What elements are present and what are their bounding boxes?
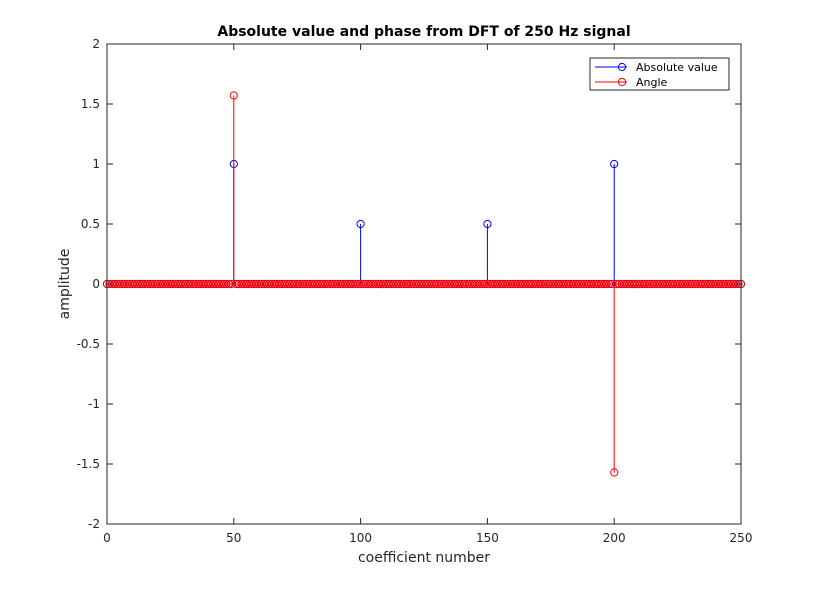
- y-tick-label: -1.5: [77, 457, 100, 471]
- y-tick-label: -0.5: [77, 337, 100, 351]
- x-tick-label: 250: [730, 531, 753, 545]
- y-tick-label: 1.5: [81, 97, 100, 111]
- x-tick-label: 0: [103, 531, 111, 545]
- legend-label-absolute: Absolute value: [636, 61, 718, 74]
- legend-marker-angle: [617, 77, 627, 87]
- stem-marker: [610, 159, 619, 169]
- y-tick-label: 0: [92, 277, 100, 291]
- x-tick-label: 200: [603, 531, 626, 545]
- chart-title: Absolute value and phase from DFT of 250…: [217, 24, 630, 40]
- y-tick-label: -2: [88, 517, 100, 531]
- y-tick-label: 0.5: [81, 217, 100, 231]
- y-axis-label: amplitude: [57, 249, 73, 320]
- x-tick-label: 50: [226, 531, 241, 545]
- stem-marker: [483, 219, 492, 229]
- stem-marker: [356, 219, 365, 229]
- legend-box: [589, 57, 730, 91]
- legend: Absolute value Angle: [589, 57, 730, 91]
- stem-marker: [229, 91, 238, 100]
- x-axis-label: coefficient number: [358, 550, 490, 566]
- y-tick-label: -1: [88, 397, 100, 411]
- y-tick-label: 2: [92, 37, 100, 51]
- y-tick-label: 1: [92, 157, 100, 171]
- x-tick-label: 100: [349, 531, 372, 545]
- series-angle: [102, 91, 746, 477]
- legend-label-angle: Angle: [636, 76, 668, 89]
- stem-marker: [610, 468, 619, 477]
- marks-layer: [102, 91, 746, 477]
- ticks-layer: 0 50 100 150 200 250 -2 -1.5 -1 -0.5 0 0.5 1 1.5 2: [77, 37, 753, 545]
- legend-marker-absolute: [617, 62, 627, 72]
- x-tick-label: 150: [476, 531, 499, 545]
